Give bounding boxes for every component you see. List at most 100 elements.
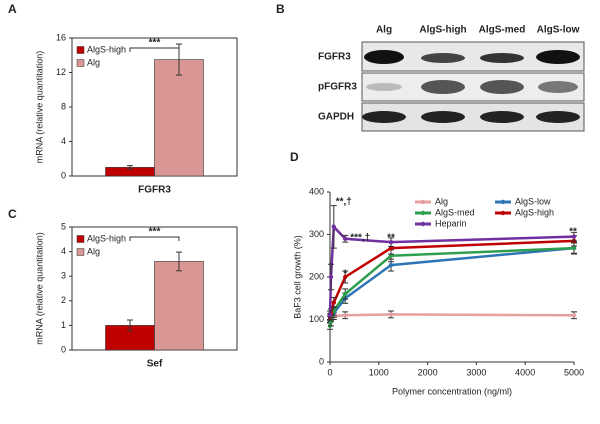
legend-marker (420, 221, 426, 227)
significance: ** (387, 233, 395, 244)
x-tick-label: FGFR3 (138, 185, 171, 196)
legend-label: AlgS-high (87, 233, 126, 243)
legend-label: AlgS-low (515, 196, 551, 206)
x-tick-label: 3000 (466, 367, 486, 377)
line (328, 313, 575, 321)
y-tick-label: 12 (56, 67, 66, 77)
legend-label: Heparin (435, 218, 467, 228)
y-tick-label: 0 (319, 356, 324, 366)
marker (388, 253, 394, 258)
marker (388, 312, 394, 317)
x-tick-label: 5000 (564, 367, 584, 377)
y-tick-label: 0 (61, 344, 66, 354)
marker (571, 234, 577, 239)
band (362, 111, 406, 123)
x-tick-label: 0 (327, 367, 332, 377)
marker (327, 313, 333, 318)
marker (328, 319, 334, 324)
y-tick-label: 0 (61, 170, 66, 180)
y-tick-label: 300 (309, 229, 324, 239)
marker (343, 313, 348, 318)
band (366, 83, 402, 91)
marker (328, 274, 334, 280)
y-tick-label: 200 (309, 271, 324, 281)
legend-label: AlgS-high (515, 207, 554, 217)
marker (343, 274, 348, 280)
bar (154, 59, 204, 177)
blot-column: AlgS-low (537, 25, 580, 36)
y-axis-label: mRNA (relative quantitation) (34, 51, 44, 164)
band (536, 50, 580, 64)
y-tick-label: 100 (309, 314, 324, 324)
legend-swatch (76, 235, 85, 243)
band (364, 50, 404, 64)
band (480, 80, 524, 94)
x-tick-label: 4000 (515, 367, 535, 377)
marker (343, 236, 348, 241)
blot-row: pFGFR3 (318, 82, 357, 93)
significance: * (343, 269, 347, 280)
band (421, 111, 465, 123)
blot-column: AlgS-med (479, 25, 526, 36)
legend-marker (500, 210, 506, 216)
y-tick-label: 16 (56, 32, 66, 42)
legend-label: AlgS-high (87, 44, 126, 54)
marker (331, 224, 337, 230)
panel-letter: C (8, 207, 17, 221)
x-axis-label: Polymer concentration (ng/ml) (392, 386, 512, 396)
y-axis-label: mRNA (relative quantitation) (34, 232, 44, 345)
legend-marker (420, 210, 426, 216)
legend-swatch (76, 248, 85, 256)
y-tick-label: 2 (61, 295, 66, 305)
significance: ** (569, 227, 577, 238)
blot-row: GAPDH (318, 112, 354, 123)
blot-column: AlgS-high (419, 25, 466, 36)
y-tick-label: 4 (61, 136, 66, 146)
marker (571, 313, 577, 318)
legend-label: Alg (87, 57, 100, 67)
y-tick-label: 8 (61, 101, 66, 111)
significance: **,† (336, 197, 352, 208)
y-tick-label: 4 (61, 246, 66, 256)
band (538, 81, 578, 93)
significance-bracket (129, 47, 180, 52)
western-blot: B Alg AlgS-high AlgS-med AlgS-low FGFR3 … (276, 2, 585, 132)
y-tick-label: 1 (61, 320, 66, 330)
significance: *** (149, 38, 161, 49)
y-tick-label: 400 (309, 186, 324, 196)
marker (388, 262, 394, 268)
band (421, 53, 465, 63)
x-tick-label: 1000 (369, 367, 389, 377)
legend-marker (420, 199, 426, 205)
panel-letter: A (8, 2, 17, 16)
x-tick-label: Sef (147, 359, 163, 370)
legend-label: Alg (435, 196, 448, 206)
legend-swatch (76, 59, 85, 67)
band (480, 53, 524, 63)
blot-column: Alg (376, 25, 392, 36)
marker (388, 239, 394, 245)
legend-marker (500, 199, 506, 205)
legend-label: AlgS-med (435, 207, 475, 217)
marker (388, 245, 394, 251)
significance-bracket (129, 236, 180, 241)
panel-letter: D (290, 150, 299, 164)
marker (331, 300, 337, 305)
significance: ***,† (350, 233, 370, 244)
band (421, 80, 465, 94)
y-axis-label: BaF3 cell growth (%) (292, 235, 302, 319)
bar (154, 261, 204, 351)
marker (343, 291, 348, 297)
band (480, 111, 524, 123)
panel-letter: B (276, 2, 285, 16)
line (328, 246, 575, 321)
legend-swatch (76, 46, 85, 54)
x-tick-label: 2000 (418, 367, 438, 377)
significance: *** (149, 227, 161, 238)
y-tick-label: 5 (61, 221, 66, 231)
y-tick-label: 3 (61, 271, 66, 281)
marker (571, 245, 577, 251)
band (536, 111, 580, 123)
blot-row: FGFR3 (318, 52, 351, 63)
